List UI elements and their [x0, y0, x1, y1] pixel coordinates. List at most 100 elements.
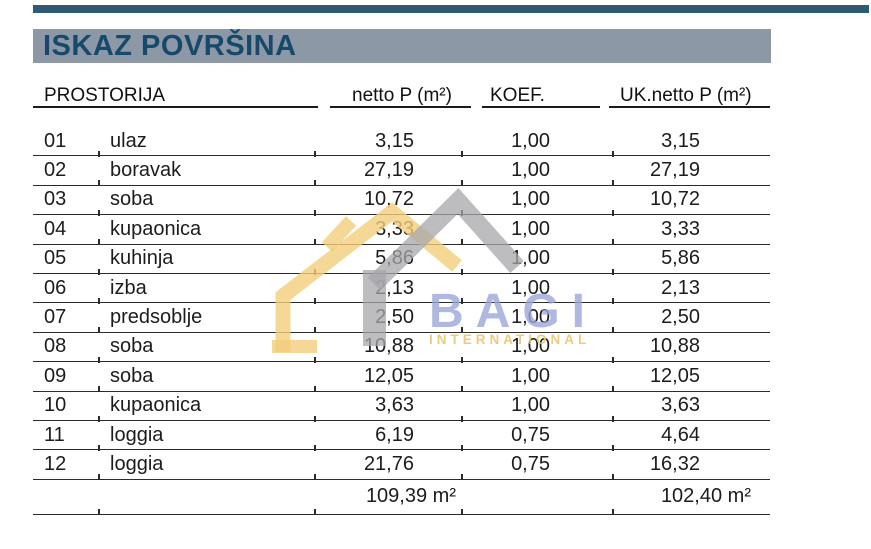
column-tick — [314, 509, 316, 516]
page-title: ISKAZ POVRŠINA — [43, 29, 297, 62]
column-tick — [98, 209, 100, 216]
table-row: 12 loggia 21,76 0,75 16,32 — [33, 450, 770, 481]
cell-uk: 16,32 — [649, 452, 700, 475]
cell-netto: 5,86 — [375, 247, 414, 270]
table-row: 06 izba 2,13 1,00 2,13 — [33, 274, 770, 304]
cell-uk: 12,05 — [649, 364, 700, 387]
cell-num: 03 — [44, 188, 67, 211]
column-tick — [314, 444, 316, 451]
cell-name: soba — [110, 335, 154, 358]
section-banner: ISKAZ POVRŠINA — [33, 29, 771, 63]
cell-koef: 1,00 — [511, 129, 550, 152]
cell-name: kupaonica — [110, 394, 202, 417]
column-tick — [98, 356, 100, 363]
cell-netto: 3,33 — [375, 217, 414, 240]
cell-uk: 10,72 — [649, 188, 700, 211]
column-tick — [612, 268, 614, 275]
cell-netto: 10,88 — [363, 335, 414, 358]
table-row: 03 soba 10,72 1,00 10,72 — [33, 186, 770, 216]
column-tick — [612, 386, 614, 393]
cell-netto: 2,50 — [375, 306, 414, 329]
cell-uk: 3,33 — [661, 217, 700, 240]
column-tick — [612, 327, 614, 334]
column-tick — [612, 297, 614, 304]
table-row: 01 ulaz 3,15 1,00 3,15 — [33, 127, 770, 157]
header-underline — [609, 106, 770, 108]
cell-koef: 1,00 — [511, 159, 550, 182]
header-underline — [33, 106, 318, 108]
cell-uk: 3,15 — [661, 129, 700, 152]
cell-uk: 10,88 — [649, 335, 700, 358]
cell-netto: 21,76 — [363, 452, 414, 475]
column-tick — [314, 150, 316, 157]
cell-uk: 3,63 — [661, 394, 700, 417]
cell-num: 07 — [44, 306, 67, 329]
column-tick — [612, 150, 614, 157]
column-tick — [98, 444, 100, 451]
column-tick — [314, 180, 316, 187]
column-tick — [98, 474, 100, 481]
column-tick — [612, 474, 614, 481]
cell-uk: 2,50 — [661, 306, 700, 329]
column-tick — [461, 180, 463, 187]
table-row: 07 predsoblje 2,50 1,00 2,50 — [33, 303, 770, 334]
column-tick — [461, 509, 463, 516]
column-tick — [98, 150, 100, 157]
column-tick — [98, 509, 100, 516]
totals-row: 109,39 m² 102,40 m² — [33, 480, 770, 516]
cell-koef: 1,00 — [511, 306, 550, 329]
cell-name: predsoblje — [110, 306, 203, 329]
area-table: 01 ulaz 3,15 1,00 3,15 02 boravak 27,19 1,00 27,1… — [33, 127, 770, 516]
cell-netto: 10,72 — [363, 188, 414, 211]
column-tick — [612, 180, 614, 187]
cell-netto: 6,19 — [375, 423, 414, 446]
cell-koef: 1,00 — [511, 217, 550, 240]
table-row: 05 kuhinja 5,86 1,00 5,86 — [33, 245, 770, 275]
cell-name: loggia — [110, 452, 164, 475]
cell-netto: 27,19 — [363, 159, 414, 182]
cell-koef: 1,00 — [511, 364, 550, 387]
column-tick — [461, 474, 463, 481]
column-tick — [461, 327, 463, 334]
total-uknetto: 102,40 m² — [660, 485, 751, 508]
column-tick — [98, 180, 100, 187]
column-header-room: PROSTORIJA — [44, 85, 166, 106]
cell-name: kupaonica — [110, 217, 202, 240]
cell-num: 02 — [44, 159, 67, 182]
column-tick — [98, 239, 100, 246]
cell-netto: 2,13 — [375, 276, 414, 299]
cell-name: boravak — [110, 159, 182, 182]
table-row: 08 soba 10,88 1,00 10,88 — [33, 333, 770, 363]
cell-num: 04 — [44, 217, 67, 240]
total-netto: 109,39 m² — [365, 485, 456, 508]
cell-koef: 1,00 — [511, 188, 550, 211]
column-tick — [314, 386, 316, 393]
column-tick — [461, 150, 463, 157]
cell-name: soba — [110, 364, 154, 387]
cell-name: ulaz — [110, 129, 147, 152]
cell-num: 06 — [44, 276, 67, 299]
column-header-uknetto: UK.netto P (m²) — [620, 85, 752, 106]
column-tick — [314, 415, 316, 422]
cell-koef: 1,00 — [511, 247, 550, 270]
column-tick — [461, 415, 463, 422]
column-tick — [612, 239, 614, 246]
cell-netto: 3,63 — [375, 394, 414, 417]
cell-name: loggia — [110, 423, 164, 446]
column-tick — [612, 356, 614, 363]
column-tick — [461, 444, 463, 451]
cell-name: kuhinja — [110, 247, 174, 270]
header-underline — [482, 106, 600, 108]
table-row: 04 kupaonica 3,33 1,00 3,33 — [33, 215, 770, 246]
cell-num: 12 — [44, 452, 67, 475]
top-accent-bar — [33, 5, 869, 13]
table-row: 09 soba 12,05 1,00 12,05 — [33, 362, 770, 393]
cell-name: izba — [110, 276, 147, 299]
cell-num: 01 — [44, 129, 67, 152]
column-tick — [612, 415, 614, 422]
column-tick — [98, 415, 100, 422]
cell-koef: 1,00 — [511, 335, 550, 358]
column-tick — [98, 386, 100, 393]
table-row: 10 kupaonica 3,63 1,00 3,63 — [33, 392, 770, 422]
cell-koef: 1,00 — [511, 394, 550, 417]
